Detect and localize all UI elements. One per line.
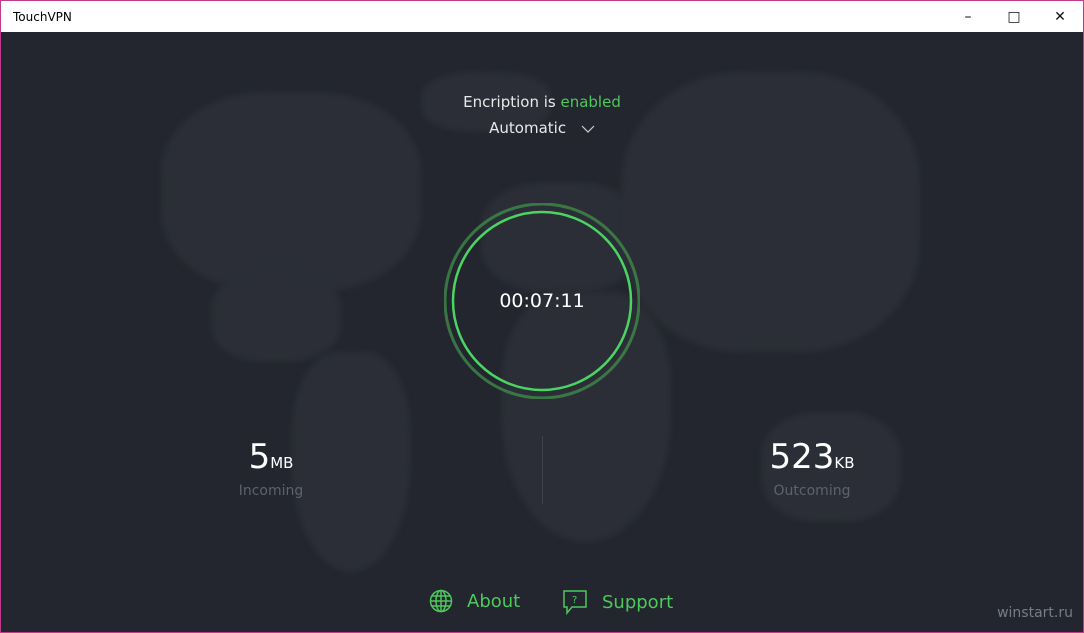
maximize-button[interactable]: □	[1007, 8, 1021, 25]
help-chat-icon: ?	[563, 590, 587, 615]
close-button[interactable]: ✕	[1054, 8, 1066, 25]
about-label: About	[467, 590, 521, 612]
encryption-label: Encription is	[463, 93, 561, 111]
incoming-value: 5	[248, 437, 271, 477]
incoming-label: Incoming	[238, 483, 304, 499]
outgoing-unit: KB	[834, 454, 855, 472]
title-bar: TouchVPN – □ ✕	[1, 1, 1083, 32]
window-title: TouchVPN	[13, 9, 72, 24]
outgoing-stat: 523KB Outcoming	[732, 437, 892, 499]
encryption-state: enabled	[560, 93, 621, 111]
incoming-unit: MB	[270, 454, 294, 472]
incoming-stat: 5MB Incoming	[191, 437, 351, 499]
encryption-status: Encription is enabled	[1, 93, 1083, 111]
watermark: winstart.ru	[997, 605, 1073, 621]
globe-icon	[429, 589, 453, 613]
divider	[542, 436, 543, 504]
about-link[interactable]: About	[429, 589, 520, 613]
mode-dropdown[interactable]: Automatic	[1, 119, 1083, 137]
mode-value: Automatic	[489, 119, 567, 137]
world-map-background	[1, 32, 1083, 632]
support-link[interactable]: ? Support	[562, 589, 673, 615]
svg-text:?: ?	[572, 595, 577, 606]
support-label: Support	[602, 591, 674, 613]
minimize-button[interactable]: –	[964, 8, 972, 25]
connection-ring-button[interactable]	[444, 203, 640, 399]
chevron-down-icon	[581, 125, 595, 133]
outgoing-label: Outcoming	[773, 483, 851, 499]
outgoing-value: 523	[769, 437, 835, 477]
connection-timer: 00:07:11	[499, 290, 585, 312]
